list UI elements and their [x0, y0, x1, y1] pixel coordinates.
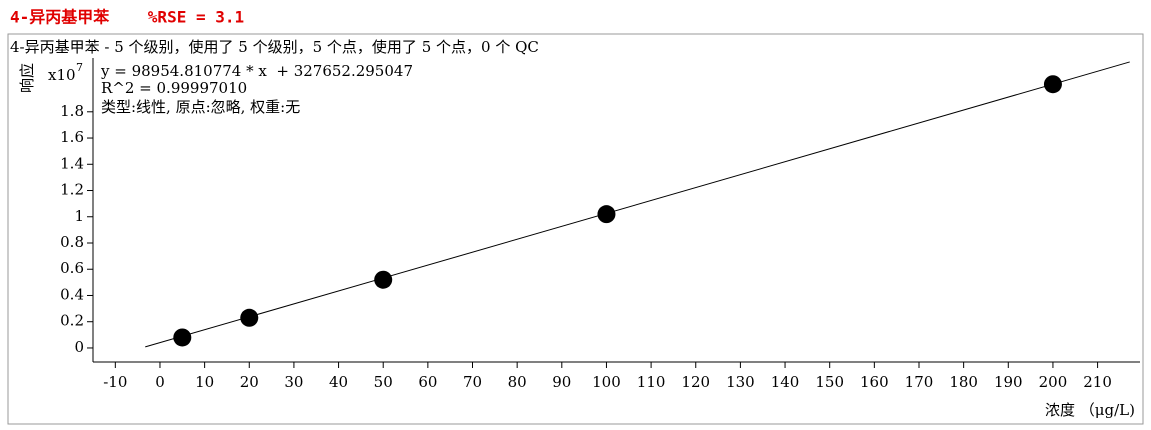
y-tick-label: 0.2	[60, 312, 84, 330]
x-tick-label: 160	[860, 373, 889, 391]
x-tick-label: 170	[905, 373, 934, 391]
x-tick-label: -10	[103, 373, 127, 391]
x-tick-label: 120	[681, 373, 710, 391]
x-tick-label: 100	[592, 373, 621, 391]
x-tick-label: 200	[1039, 373, 1068, 391]
y-tick-label: 0.4	[60, 285, 84, 303]
y-tick-label: 0.8	[60, 233, 84, 251]
data-point	[173, 328, 192, 347]
x-tick-label: 10	[195, 373, 214, 391]
x-tick-label: 140	[771, 373, 800, 391]
x-tick-label: 30	[284, 373, 303, 391]
y-axis-label: 响应	[18, 63, 36, 93]
frame	[7, 33, 1144, 425]
y-tick-label: 0	[74, 338, 84, 356]
annotation: R^2 = 0.99997010	[101, 79, 247, 97]
x-tick-label: 50	[374, 373, 393, 391]
x-tick-label: 190	[994, 373, 1023, 391]
x-tick-label: 180	[949, 373, 978, 391]
data-point	[597, 205, 616, 224]
y-tick-label: 1.8	[60, 102, 84, 120]
data-point	[240, 308, 259, 327]
x-tick-label: 20	[240, 373, 259, 391]
y-tick-label: 1.2	[60, 181, 84, 199]
y-tick-label: 1	[74, 207, 84, 225]
x-tick-label: 110	[637, 373, 666, 391]
data-point	[1043, 75, 1062, 94]
y-tick-label: 1.4	[60, 154, 84, 172]
y-multiplier-exponent: 7	[76, 61, 83, 74]
x-tick-label: 90	[552, 373, 571, 391]
fit-line	[145, 61, 1130, 348]
x-tick-label: 210	[1083, 373, 1112, 391]
chart-title: 4-异丙基甲苯 %RSE = 3.1	[10, 8, 244, 27]
x-tick-label: 80	[508, 373, 527, 391]
x-tick-label: 150	[815, 373, 844, 391]
data-point	[374, 270, 393, 289]
y-tick-label: 0.6	[60, 259, 84, 277]
x-tick-label: 60	[418, 373, 437, 391]
annotation: y = 98954.810774 * x + 327652.295047	[100, 62, 413, 80]
x-tick-label: 130	[726, 373, 755, 391]
x-tick-label: 0	[155, 373, 165, 391]
x-tick-label: 40	[329, 373, 348, 391]
x-tick-label: 70	[463, 373, 482, 391]
y-tick-label: 1.6	[60, 128, 84, 146]
x-axis-label: 浓度 （μg/L)	[1045, 401, 1135, 419]
annotation: 类型:线性, 原点:忽略, 权重:无	[101, 98, 300, 116]
subtitle: 4-异丙基甲苯 - 5 个级别，使用了 5 个级别，5 个点，使用了 5 个点，…	[10, 38, 539, 56]
y-multiplier: x10	[48, 66, 76, 84]
